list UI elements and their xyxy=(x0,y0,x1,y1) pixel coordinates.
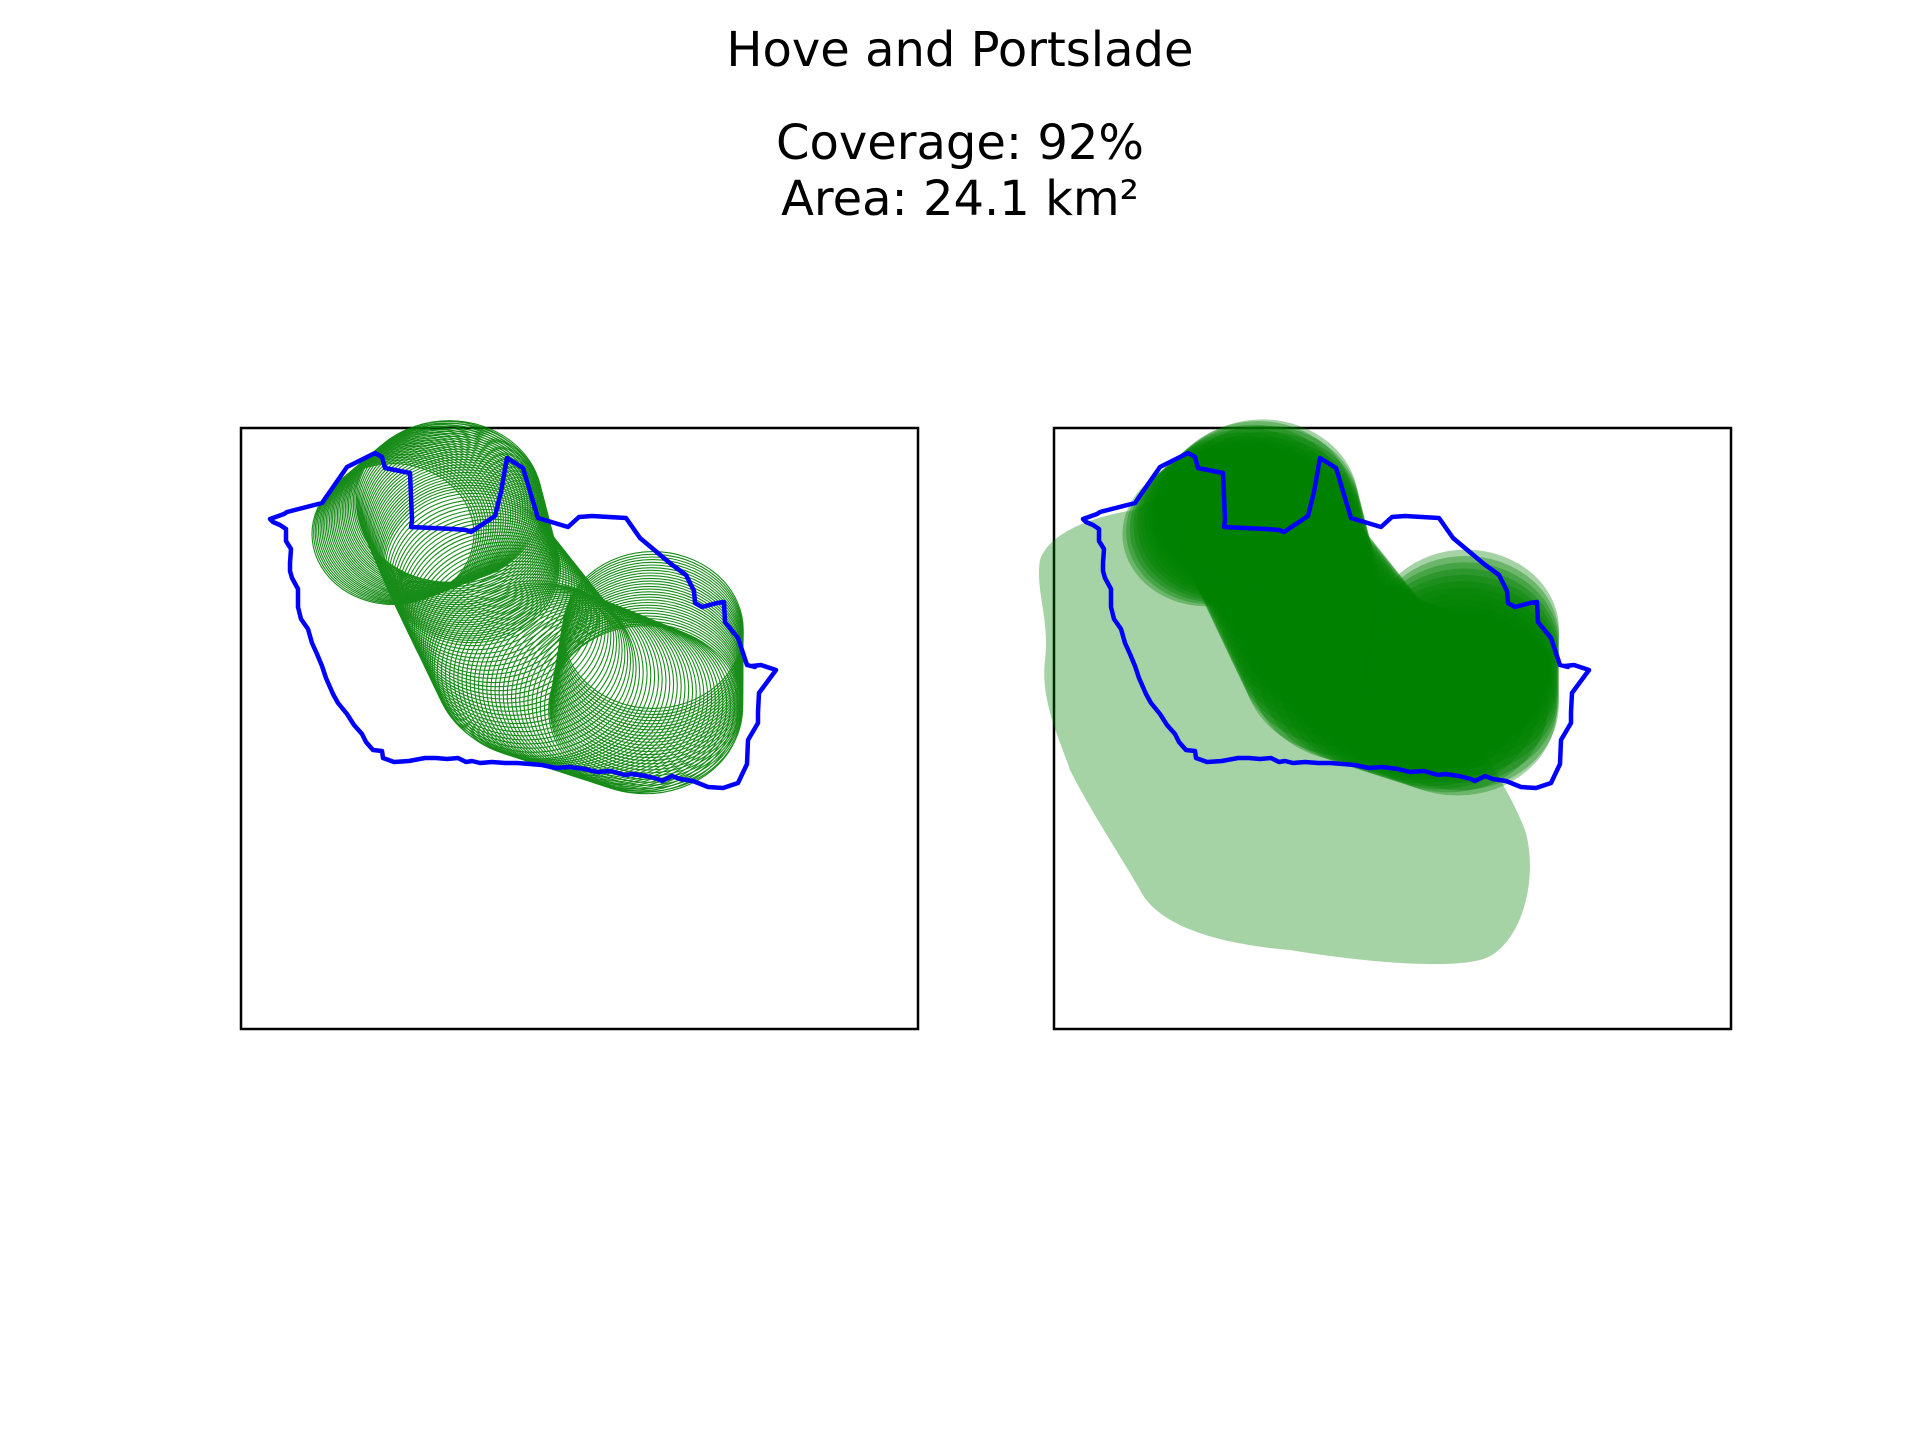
coverage-circle-filled xyxy=(1140,443,1319,597)
coverage-circle-outline xyxy=(380,482,558,637)
coverage-circle-filled xyxy=(1196,493,1378,650)
coverage-circle-filled xyxy=(1337,615,1540,790)
coverage-circle-filled xyxy=(1230,553,1431,728)
coverage-label: Coverage: 92% xyxy=(775,115,1145,171)
area-label: Area: 24.1 km² xyxy=(781,171,1139,227)
coverage-circle-outline xyxy=(408,534,598,700)
coverage-circle-filled xyxy=(1183,462,1369,622)
coverage-circle-filled xyxy=(1234,561,1438,737)
coverage-circle-filled xyxy=(1204,508,1392,670)
coverage-circle-outline xyxy=(422,560,620,733)
coverage-circle-outline xyxy=(436,582,641,760)
coverage-circles-filled xyxy=(1038,419,1560,965)
coverage-circle-filled xyxy=(1122,461,1290,607)
coverage-circle-filled xyxy=(1129,454,1302,603)
coverage-circle-outline xyxy=(424,563,623,737)
coverage-circle-filled xyxy=(1250,582,1459,762)
coverage-circle-outline xyxy=(388,499,567,655)
coverage-circle-filled xyxy=(1133,450,1307,601)
coverage-circle-outline xyxy=(384,492,562,647)
coverage-circle-filled xyxy=(1168,425,1360,591)
coverage-circle-filled xyxy=(1299,600,1504,778)
coverage-circle-outline xyxy=(386,495,564,651)
coverage-circle-outline xyxy=(420,557,618,729)
coverage-circle-filled xyxy=(1362,606,1559,776)
coverage-circle-filled xyxy=(1126,458,1296,605)
coverage-circle-outline xyxy=(378,476,557,633)
coverage-circle-filled xyxy=(1260,585,1468,766)
figure-title: Hove and Portslade xyxy=(726,22,1194,78)
coverage-circle-filled xyxy=(1279,593,1486,772)
coverage-circle-filled xyxy=(1328,612,1531,787)
coverage-circles-outline xyxy=(311,420,744,795)
coverage-circle-filled xyxy=(1360,618,1559,791)
coverage-circle-filled xyxy=(1371,556,1560,718)
coverage-circle-filled xyxy=(1163,421,1354,586)
coverage-circle-filled xyxy=(1372,549,1560,711)
coverage-circle-filled xyxy=(1221,538,1418,708)
coverage-circle-filled xyxy=(1363,599,1559,769)
coverage-circle-outline xyxy=(426,567,626,741)
panel-right xyxy=(1038,419,1733,1031)
coverage-circle-filled xyxy=(1200,500,1385,660)
coverage-circle-outline xyxy=(406,531,595,696)
coverage-circle-filled xyxy=(1367,581,1559,747)
coverage-circle-filled xyxy=(1318,608,1522,784)
coverage-circle-filled xyxy=(1190,480,1373,638)
coverage-circle-outline xyxy=(413,544,606,712)
coverage-circle-outline xyxy=(382,487,559,641)
coverage-circle-filled xyxy=(1144,439,1325,595)
coverage-circle-filled xyxy=(1368,574,1559,740)
coverage-circle-filled xyxy=(1159,424,1348,588)
coverage-circle-outline xyxy=(429,573,632,749)
panel-frame-left xyxy=(239,426,920,1031)
panel-frame-right xyxy=(1052,426,1733,1031)
coverage-fill-core xyxy=(1038,499,1530,965)
coverage-circle-outline xyxy=(498,606,697,779)
coverage-circle-filled xyxy=(1166,419,1359,585)
coverage-circle-outline xyxy=(400,521,587,684)
coverage-circle-filled xyxy=(1188,474,1372,633)
coverage-circle-filled xyxy=(1364,593,1559,762)
panel-left xyxy=(239,420,920,1031)
coverage-circle-filled xyxy=(1361,612,1559,783)
coverage-circle-filled xyxy=(1308,604,1513,781)
coverage-circle-filled xyxy=(1217,531,1412,699)
coverage-circle-outline xyxy=(381,484,559,639)
coverage-circle-filled xyxy=(1369,568,1559,733)
coverage-circle-filled xyxy=(1148,435,1331,593)
coverage-circle-filled xyxy=(1238,569,1445,747)
coverage-circle-outline xyxy=(377,474,556,630)
coverage-circle-filled xyxy=(1347,619,1549,793)
coverage-circle-filled xyxy=(1181,456,1368,617)
coverage-circle-filled xyxy=(1365,587,1559,754)
coverage-circle-outline xyxy=(379,479,558,635)
coverage-circle-filled xyxy=(1225,546,1425,718)
coverage-circle-filled xyxy=(1269,589,1477,769)
coverage-circle-filled xyxy=(1357,623,1557,796)
coverage-circle-filled xyxy=(1289,597,1495,775)
coverage-circle-filled xyxy=(1186,468,1370,627)
coverage-circle-filled xyxy=(1152,432,1336,591)
coverage-circle-outline xyxy=(411,541,604,708)
coverage-circle-outline xyxy=(417,551,612,720)
coverage-circle-filled xyxy=(1209,516,1398,679)
coverage-circle-filled xyxy=(1213,523,1405,689)
coverage-circle-filled xyxy=(1242,576,1451,757)
